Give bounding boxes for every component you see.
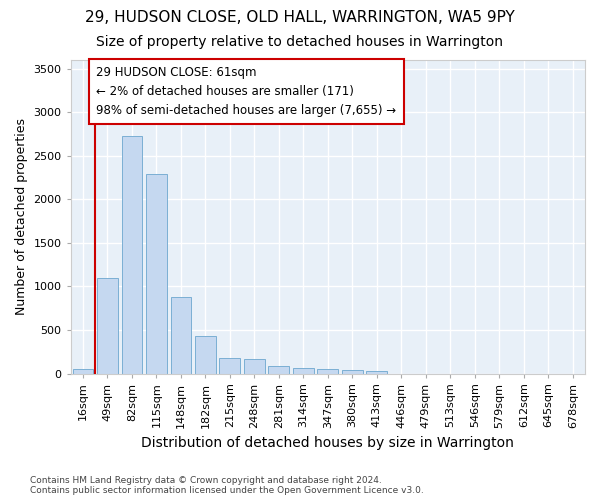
Bar <box>317 368 338 374</box>
Text: 29 HUDSON CLOSE: 61sqm
← 2% of detached houses are smaller (171)
98% of semi-det: 29 HUDSON CLOSE: 61sqm ← 2% of detached … <box>97 66 397 117</box>
Text: 29, HUDSON CLOSE, OLD HALL, WARRINGTON, WA5 9PY: 29, HUDSON CLOSE, OLD HALL, WARRINGTON, … <box>85 10 515 25</box>
Bar <box>73 368 94 374</box>
X-axis label: Distribution of detached houses by size in Warrington: Distribution of detached houses by size … <box>142 436 514 450</box>
Bar <box>220 358 241 374</box>
Bar <box>342 370 363 374</box>
Bar <box>268 366 289 374</box>
Bar <box>170 297 191 374</box>
Bar <box>122 136 142 374</box>
Y-axis label: Number of detached properties: Number of detached properties <box>15 118 28 316</box>
Bar <box>195 336 216 374</box>
Bar <box>293 368 314 374</box>
Bar <box>367 371 387 374</box>
Bar <box>146 174 167 374</box>
Bar <box>244 359 265 374</box>
Text: Size of property relative to detached houses in Warrington: Size of property relative to detached ho… <box>97 35 503 49</box>
Bar <box>97 278 118 374</box>
Text: Contains HM Land Registry data © Crown copyright and database right 2024.
Contai: Contains HM Land Registry data © Crown c… <box>30 476 424 495</box>
